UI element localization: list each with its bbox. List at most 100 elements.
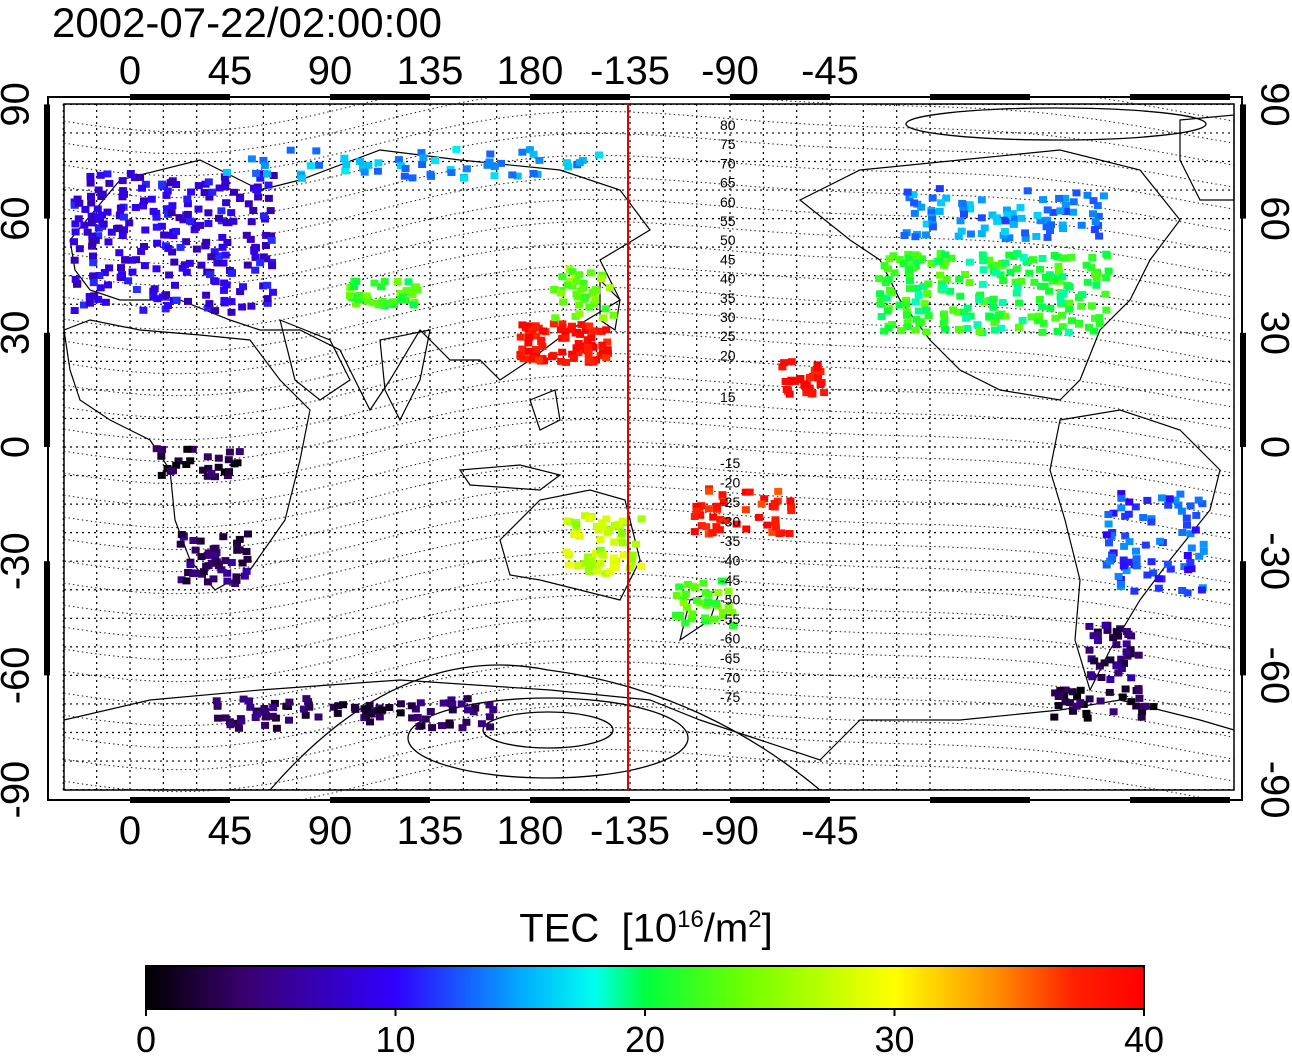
tec-observation-cell: [158, 180, 167, 188]
tec-observation-cell: [522, 322, 531, 330]
tec-observation-cell: [366, 718, 374, 726]
tec-observation-cell: [1085, 695, 1094, 703]
frame-bar-bottom: [530, 797, 630, 803]
tec-observation-cell: [1183, 589, 1192, 597]
tec-observation-cell: [528, 354, 537, 362]
tec-observation-cell: [579, 279, 588, 287]
tec-observation-cell: [182, 461, 191, 468]
tec-observation-cell: [572, 277, 581, 285]
tec-observation-cell: [1065, 305, 1074, 313]
tec-observation-cell: [1119, 556, 1128, 564]
tec-observation-cell: [906, 277, 914, 285]
tec-observation-cell: [218, 233, 227, 241]
tec-observation-cell: [186, 217, 194, 225]
tec-observation-cell: [955, 275, 964, 283]
tec-observation-cell: [141, 180, 150, 188]
tec-observation-cell: [152, 213, 161, 221]
tec-observation-cell: [214, 714, 222, 722]
tec-observation-cell: [1125, 538, 1134, 546]
tec-observation-cell: [194, 182, 203, 190]
tec-observation-cell: [1192, 511, 1201, 519]
tec-observation-cell: [602, 354, 611, 362]
tec-observation-cell: [590, 327, 599, 335]
tec-observation-cell: [1117, 655, 1126, 663]
tec-observation-cell: [226, 721, 235, 729]
magnetic-latitude-contour: [63, 616, 1235, 683]
tec-observation-cell: [539, 327, 548, 335]
tec-observation-cell: [153, 239, 162, 247]
tec-observation-cell: [227, 209, 236, 217]
tec-observation-cell: [1104, 520, 1113, 528]
tec-observation-cell: [1068, 688, 1077, 696]
magnetic-latitude-label: 45: [720, 251, 736, 267]
tec-observation-cell: [598, 519, 607, 527]
tec-observation-cell: [1067, 253, 1076, 261]
tec-observation-cell: [517, 353, 526, 361]
tec-observation-cell: [1182, 514, 1191, 522]
tec-observation-cell: [996, 271, 1005, 279]
tec-observation-cell: [585, 515, 593, 522]
tec-observation-cell: [1183, 521, 1191, 529]
tec-observation-cell: [1121, 532, 1130, 540]
tec-observation-cell: [363, 297, 372, 305]
tec-observation-cell: [625, 564, 634, 572]
tec-observation-cell: [199, 568, 208, 576]
colorbar-tick-label: 20: [625, 1019, 665, 1057]
tec-observation-cell: [302, 695, 311, 703]
tec-observation-cell: [1030, 278, 1039, 286]
tec-observation-cell: [675, 583, 684, 591]
tec-observation-cell: [460, 174, 469, 182]
magnetic-latitude-contour: [63, 154, 1235, 221]
tec-observation-cell: [1177, 507, 1186, 515]
tec-observation-cell: [263, 295, 272, 303]
tec-observation-cell: [74, 215, 83, 223]
tec-observation-cell: [268, 262, 277, 270]
tec-observation-cell: [805, 374, 814, 381]
tec-observation-cell: [1104, 267, 1113, 275]
colorbar-quantity: TEC: [519, 906, 600, 951]
tec-observation-cell: [212, 697, 221, 705]
tec-observation-cell: [1125, 498, 1134, 506]
magnetic-latitude-label: -45: [720, 572, 740, 588]
tec-observation-cell: [85, 299, 94, 307]
tec-observation-cell: [1089, 197, 1098, 205]
tec-observation-cell: [235, 724, 243, 732]
tec-observation-cell: [1117, 494, 1126, 502]
magnetic-latitude-label: -30: [720, 514, 740, 530]
tec-observation-cell: [438, 722, 446, 730]
tec-observation-cell: [448, 706, 457, 714]
tec-observation-cell: [362, 292, 371, 300]
tec-observation-cell: [103, 170, 112, 178]
tec-observation-cell: [584, 567, 593, 575]
tec-observation-cell: [1054, 268, 1063, 276]
tec-observation-cell: [548, 353, 556, 361]
frame-bar-top: [730, 94, 830, 100]
magnetic-latitude-contour: [63, 704, 1235, 771]
tec-observation-cell: [1114, 573, 1123, 580]
tec-observation-cell: [115, 212, 124, 220]
tec-observation-cell: [1024, 257, 1033, 265]
tec-observation-cell: [355, 292, 364, 299]
tec-observation-cell: [596, 559, 605, 567]
tec-observation-cell: [618, 517, 627, 525]
tec-observation-cell: [400, 172, 409, 180]
tec-observation-cell: [1096, 697, 1105, 705]
tec-observation-cell: [1109, 708, 1118, 716]
tec-observation-cell: [233, 546, 242, 554]
tec-observation-cell: [965, 258, 974, 266]
tec-observation-cell: [374, 301, 383, 309]
tec-observation-cell: [992, 269, 1001, 277]
tec-observation-cell: [207, 469, 216, 477]
tec-observation-cell: [1065, 283, 1074, 291]
tec-observation-cell: [795, 376, 804, 384]
tec-observation-cell: [164, 245, 173, 252]
tec-observation-cell: [345, 292, 354, 300]
colorbar-tick-label: 30: [874, 1019, 914, 1057]
tec-observation-cell: [1149, 569, 1158, 577]
tec-observation-cell: [138, 184, 146, 192]
tec-observation-cell: [213, 702, 222, 710]
tec-observation-cell: [611, 522, 619, 529]
tec-observation-cell: [690, 583, 699, 591]
tec-observation-cell: [712, 502, 721, 510]
tec-observation-cell: [128, 268, 137, 276]
